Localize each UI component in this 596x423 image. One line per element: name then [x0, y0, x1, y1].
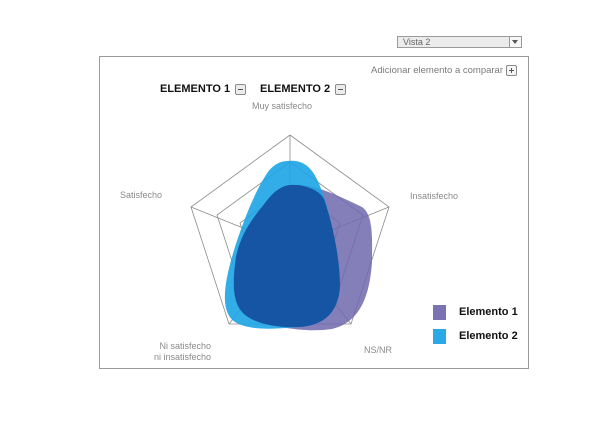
legend-item-2: Elemento 2: [433, 324, 518, 348]
axis-label-satisfecho: Satisfecho: [120, 190, 163, 200]
add-element-button[interactable]: Adicionar elemento a comparar: [371, 65, 517, 76]
view-select-value: Vista 2: [403, 37, 431, 47]
element-1-label: ELEMENTO 1: [160, 83, 231, 95]
view-select[interactable]: Vista 2: [397, 36, 522, 48]
axis-label-ni-satisfecho: Ni satisfecho ni insatisfecho: [153, 341, 211, 363]
element-tag-2: ELEMENTO 2: [260, 83, 347, 95]
comparison-panel: Adicionar elemento a comparar ELEMENTO 1…: [99, 56, 529, 369]
add-element-label: Adicionar elemento a comparar: [370, 65, 503, 76]
axis-label-insatisfecho: Insatisfecho: [410, 191, 459, 201]
legend-swatch-1: [433, 304, 446, 320]
legend-label-1: Elemento 1: [459, 306, 518, 318]
radar-chart: [190, 134, 390, 331]
legend-swatch-2: [433, 328, 446, 344]
plus-icon[interactable]: [506, 65, 517, 76]
legend-item-1: Elemento 1: [433, 300, 518, 324]
axis-label-ns-nr: NS/NR: [364, 345, 393, 355]
axis-label-muy-satisfecho: Muy satisfecho: [252, 101, 313, 111]
remove-element-1-icon[interactable]: [235, 83, 247, 95]
legend: Elemento 1 Elemento 2: [433, 300, 518, 348]
axis-label-ni-satisfecho-line2: ni insatisfecho: [153, 352, 211, 362]
legend-label-2: Elemento 2: [459, 330, 518, 342]
axis-label-ni-satisfecho-line1: Ni satisfecho: [159, 341, 211, 351]
remove-element-2-icon[interactable]: [335, 83, 347, 95]
element-2-label: ELEMENTO 2: [260, 83, 331, 95]
series-overlap: [233, 184, 340, 328]
chevron-down-icon[interactable]: [509, 37, 521, 47]
element-tag-1: ELEMENTO 1: [160, 83, 247, 95]
